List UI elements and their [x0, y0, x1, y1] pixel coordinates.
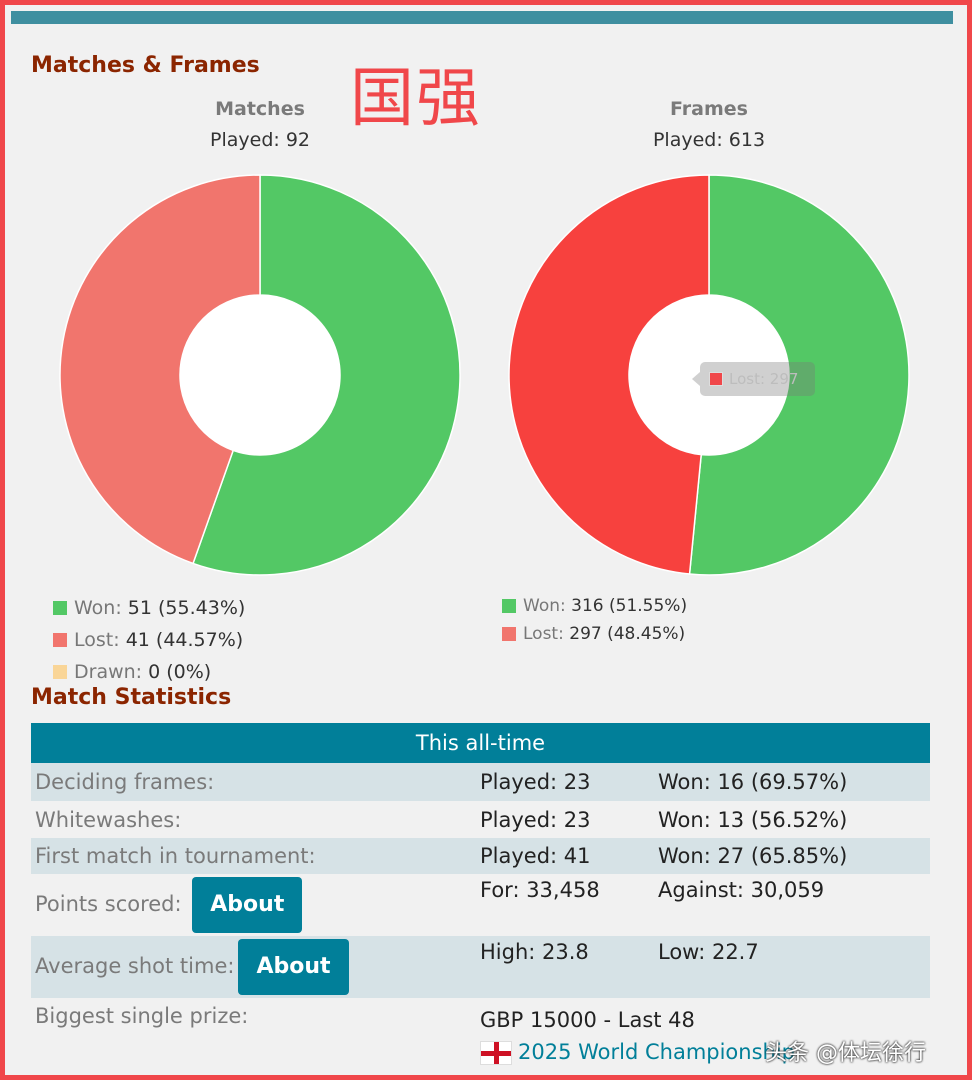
shot-time-about-button[interactable]: About	[238, 939, 349, 995]
row-label: Average shot time: About	[31, 936, 476, 998]
legend-item-drawn[interactable]: Drawn: 0 (0%)	[53, 656, 245, 688]
points-about-button[interactable]: About	[192, 877, 303, 933]
legend-item-won[interactable]: Won: 51 (55.43%)	[53, 592, 245, 624]
row-value-2: Won: 27 (65.85%)	[654, 838, 930, 874]
row-value-2: Won: 16 (69.57%)	[654, 763, 930, 801]
matches-legend: Won: 51 (55.43%) Lost: 41 (44.57%) Drawn…	[53, 592, 245, 688]
row-value-1: High: 23.8	[476, 936, 654, 998]
row-value-2: Low: 22.7	[654, 936, 930, 998]
legend-swatch	[53, 665, 67, 679]
chart-tooltip: Lost: 297	[692, 362, 815, 396]
matches-chart-title: Matches	[215, 98, 305, 120]
legend-item-won[interactable]: Won: 316 (51.55%)	[502, 592, 687, 620]
legend-item-lost[interactable]: Lost: 297 (48.45%)	[502, 620, 687, 648]
tooltip-swatch	[709, 372, 723, 386]
section-title-match-statistics: Match Statistics	[31, 685, 232, 710]
table-row: Average shot time: About High: 23.8 Low: …	[31, 936, 930, 998]
frames-chart-title: Frames	[670, 98, 748, 120]
top-bar	[11, 11, 953, 24]
legend-swatch	[53, 633, 67, 647]
matches-chart-subtitle: Played: 92	[210, 129, 310, 151]
tournament-link[interactable]: 2025 World Championship	[518, 1040, 796, 1064]
row-label: Biggest single prize:	[31, 998, 476, 1068]
legend-swatch	[502, 599, 516, 613]
table-header: This all-time	[31, 723, 930, 763]
section-title-matches-frames: Matches & Frames	[31, 53, 260, 78]
row-value-2: Against: 30,059	[654, 874, 930, 936]
legend-swatch	[53, 601, 67, 615]
table-row: Whitewashes: Played: 23 Won: 13 (56.52%)	[31, 801, 930, 838]
frames-chart-subtitle: Played: 613	[652, 129, 766, 151]
legend-item-lost[interactable]: Lost: 41 (44.57%)	[53, 624, 245, 656]
red-stamp-text: 国强	[350, 62, 482, 136]
row-value-1: GBP 15000 - Last 48 2025 World Champions…	[476, 998, 930, 1068]
table-row: First match in tournament: Played: 41 Wo…	[31, 838, 930, 874]
row-value-1: For: 33,458	[476, 874, 654, 936]
row-label: Whitewashes:	[31, 801, 476, 838]
row-label: First match in tournament:	[31, 838, 476, 874]
match-statistics-table: This all-time Deciding frames: Played: 2…	[31, 723, 930, 1068]
matches-donut-chart	[59, 174, 461, 576]
row-value-1: Played: 23	[476, 801, 654, 838]
table-row: Deciding frames: Played: 23 Won: 16 (69.…	[31, 763, 930, 801]
legend-swatch	[502, 627, 516, 641]
england-flag-icon	[480, 1041, 512, 1065]
table-row: Points scored: About For: 33,458 Against…	[31, 874, 930, 936]
watermark: 头条 @体坛徐行	[765, 1041, 926, 1066]
frames-legend: Won: 316 (51.55%) Lost: 297 (48.45%)	[502, 592, 687, 648]
row-value-1: Played: 41	[476, 838, 654, 874]
donut-hole	[180, 295, 340, 455]
row-value-1: Played: 23	[476, 763, 654, 801]
row-value-2: Won: 13 (56.52%)	[654, 801, 930, 838]
table-row: Biggest single prize: GBP 15000 - Last 4…	[31, 998, 930, 1068]
row-label: Points scored: About	[31, 874, 476, 936]
row-label: Deciding frames:	[31, 763, 476, 801]
